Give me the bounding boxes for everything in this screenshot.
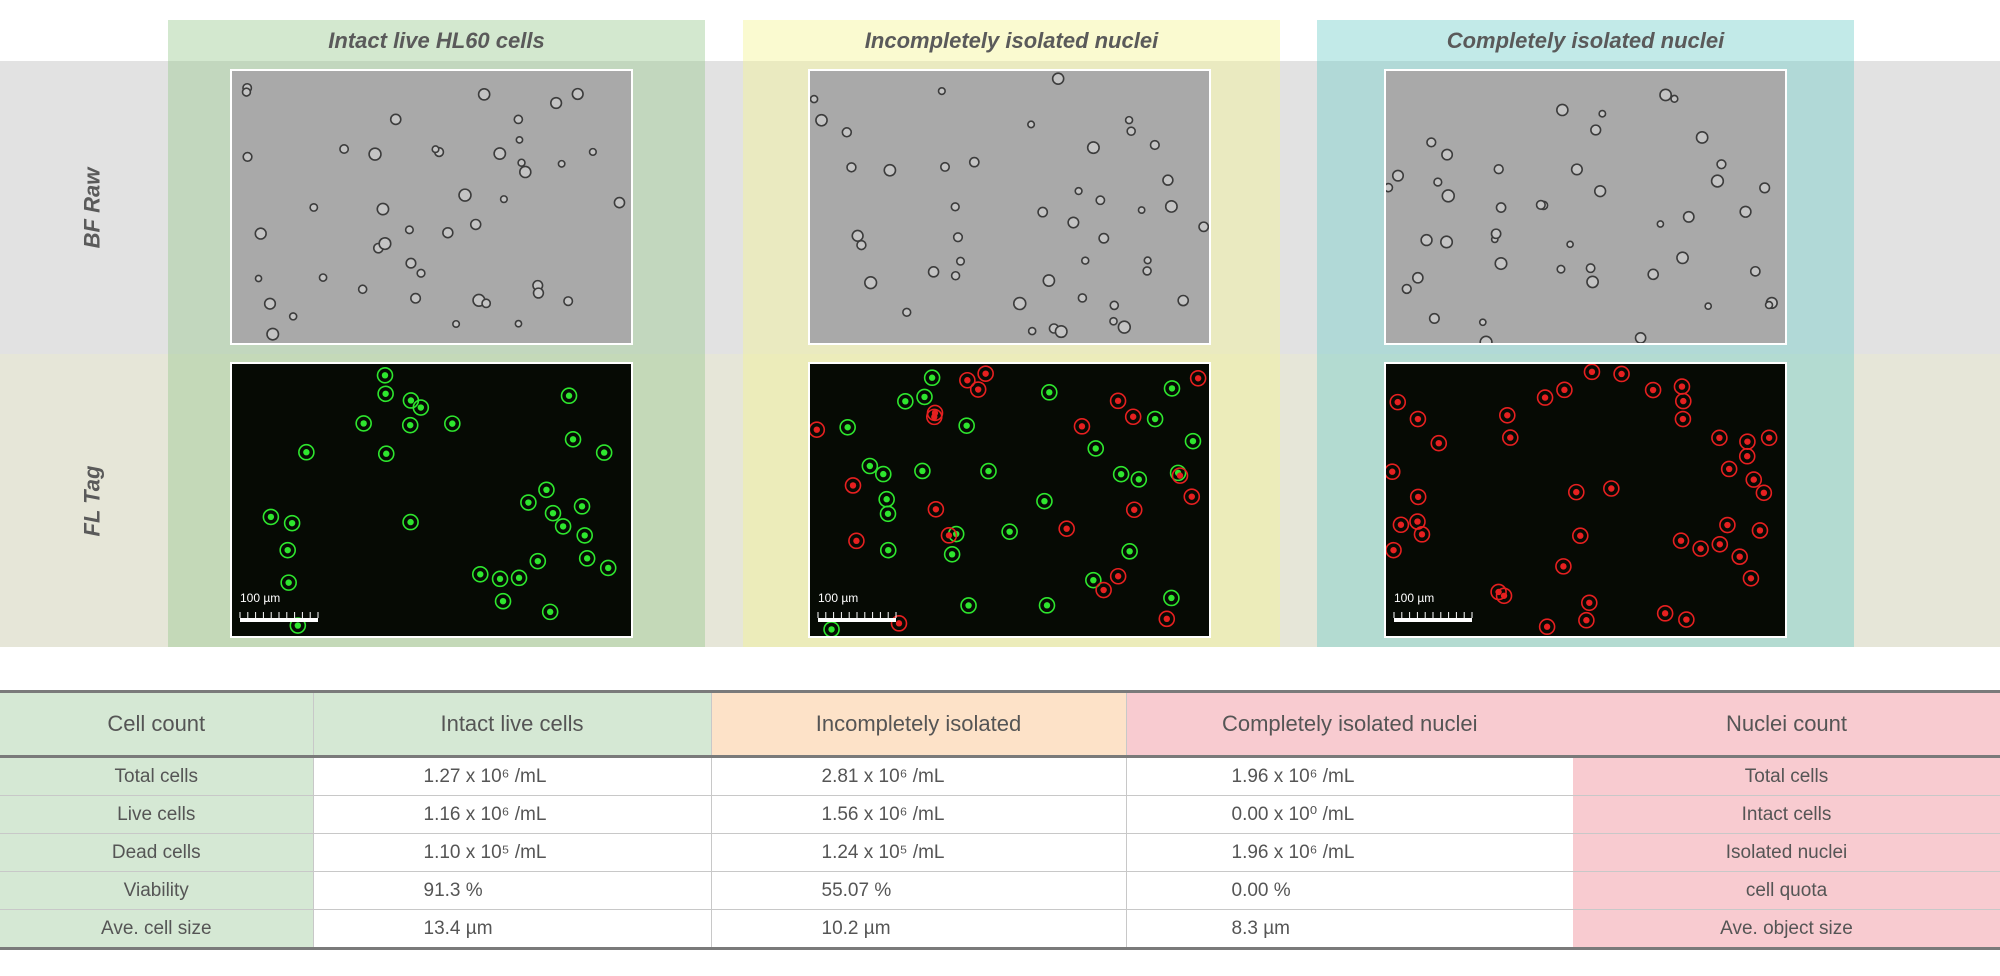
row-label: Viability: [0, 871, 314, 910]
intact-value: 1.27 x 10⁶ /mL: [313, 756, 712, 796]
bf-image-complete: [1384, 69, 1787, 345]
header-incomplete: Incompletely isolated: [711, 690, 1127, 758]
fl-image-complete: 100 µm: [1384, 362, 1787, 638]
column-title-complete: Completely isolated nuclei: [1446, 27, 1725, 53]
column-title-incomplete: Incompletely isolated nuclei: [864, 27, 1159, 53]
nuclei-label: Isolated nuclei: [1573, 833, 2000, 872]
intact-value: 1.16 x 10⁶ /mL: [313, 795, 712, 834]
nuclei-label: Ave. object size: [1573, 909, 2000, 950]
complete-value: 0.00 x 10⁰ /mL: [1126, 795, 1573, 834]
cell-count-table: Cell count Intact live cells Incompletel…: [0, 690, 2000, 950]
fl-image-incomplete: 100 µm: [808, 362, 1211, 638]
row-label-bf: BF Raw: [79, 167, 104, 248]
complete-value: 0.00 %: [1126, 871, 1573, 910]
incomplete-value: 2.81 x 10⁶ /mL: [711, 756, 1127, 796]
scale-bar-label: 100 µm: [818, 591, 858, 605]
table-row: Dead cells 1.10 x 10⁵ /mL 1.24 x 10⁵ /mL 1.…: [0, 833, 2000, 872]
header-complete: Completely isolated nuclei: [1126, 690, 1573, 758]
incomplete-value: 55.07 %: [711, 871, 1127, 910]
intact-value: 91.3 %: [313, 871, 712, 910]
complete-value: 8.3 µm: [1126, 909, 1573, 950]
table-row: Ave. cell size 13.4 µm 10.2 µm 8.3 µm Ave. o…: [0, 909, 2000, 950]
incomplete-value: 1.56 x 10⁶ /mL: [711, 795, 1127, 834]
header-cell-count: Cell count: [0, 690, 314, 758]
incomplete-value: 1.24 x 10⁵ /mL: [711, 833, 1127, 872]
intact-value: 1.10 x 10⁵ /mL: [313, 833, 712, 872]
bf-image-incomplete: [808, 69, 1211, 345]
column-title-intact: Intact live HL60 cells: [328, 27, 545, 53]
intact-value: 13.4 µm: [313, 909, 712, 950]
table-row: Total cells 1.27 x 10⁶ /mL 2.81 x 10⁶ /mL 1…: [0, 756, 2000, 796]
row-label: Dead cells: [0, 833, 314, 872]
table-row: Live cells 1.16 x 10⁶ /mL 1.56 x 10⁶ /mL 0.…: [0, 795, 2000, 834]
complete-value: 1.96 x 10⁶ /mL: [1126, 833, 1573, 872]
complete-value: 1.96 x 10⁶ /mL: [1126, 756, 1573, 796]
table-row: Viability 91.3 % 55.07 % 0.00 % cell quota: [0, 871, 2000, 910]
row-label: Ave. cell size: [0, 909, 314, 950]
scale-bar-label: 100 µm: [240, 591, 280, 605]
nuclei-label: Total cells: [1573, 756, 2000, 796]
header-nuclei-count: Nuclei count: [1573, 690, 2000, 758]
nuclei-label: Intact cells: [1573, 795, 2000, 834]
header-intact: Intact live cells: [313, 690, 712, 758]
bf-image-intact: [230, 69, 633, 345]
incomplete-value: 10.2 µm: [711, 909, 1127, 950]
nuclei-label: cell quota: [1573, 871, 2000, 910]
scale-bar-label: 100 µm: [1394, 591, 1434, 605]
table-header-row: Cell count Intact live cells Incompletel…: [0, 690, 2000, 758]
row-label-fl: FL Tag: [79, 465, 105, 536]
fl-image-intact: 100 µm: [230, 362, 633, 638]
row-label: Total cells: [0, 756, 314, 796]
row-label: Live cells: [0, 795, 314, 834]
